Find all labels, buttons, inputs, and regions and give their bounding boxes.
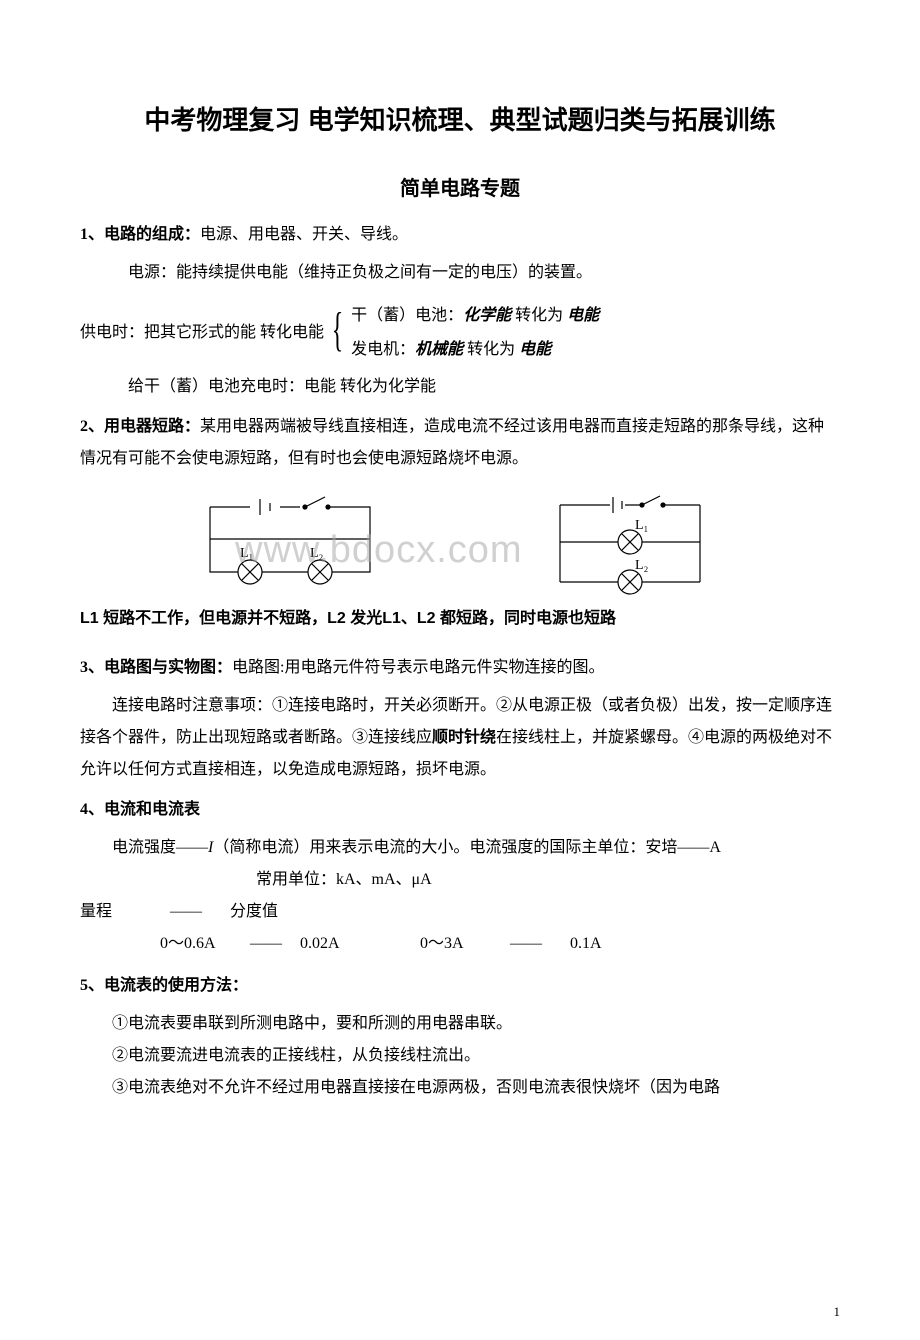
section-2-heading: 2、用电器短路：某用电器两端被导线直接相连，造成电流不经过该用电器而直接走短路的… <box>80 411 840 475</box>
section-label: 电流和电流表 <box>104 801 200 818</box>
section-num: 3、 <box>80 659 104 676</box>
sec5-i1: ①电流表要串联到所测电路中，要和所测的用电器串联。 <box>80 1008 840 1040</box>
brace-right: 干（蓄）电池：化学能 转化为 电能 发电机：机械能 转化为 电能 <box>351 301 599 359</box>
section-label: 电路图与实物图： <box>104 659 232 676</box>
sec5-i2: ②电流要流进电流表的正接线柱，从负接线柱流出。 <box>80 1040 840 1072</box>
section-num: 2、 <box>80 418 104 435</box>
lamp-label-L1: L₁ <box>635 518 648 533</box>
section-1-heading: 1、电路的组成：电源、用电器、开关、导线。 <box>80 219 840 251</box>
page-subtitle: 简单电路专题 <box>80 172 840 201</box>
section-label: 用电器短路： <box>104 418 200 435</box>
section-label: 电流表的使用方法： <box>104 977 248 994</box>
range-header: 量程 —— 分度值 <box>80 896 840 928</box>
brace-left: 供电时：把其它形式的能 转化电能 <box>80 318 324 342</box>
sec3-body: 连接电路时注意事项：①连接电路时，开关必须断开。②从电源正极（或者负极）出发，按… <box>80 690 840 786</box>
circuit-diagram-series: L₁ L₂ <box>190 487 390 597</box>
page-number: 1 <box>834 1304 841 1320</box>
range-values: 0～0.6A —— 0.02A 0～3A —— 0.1A <box>80 928 840 960</box>
section-num: 1、 <box>80 226 104 243</box>
sec5-i3: ③电流表绝对不允许不经过用电器直接接在电源两极，否则电流表很快烧坏（因为电路 <box>80 1072 840 1104</box>
sec1-line2: 电源：能持续提供电能（维持正负极之间有一定的电压）的装置。 <box>80 257 840 289</box>
circuit-diagrams: L₁ L₂ <box>80 487 840 597</box>
diagram-caption: L1 短路不工作，但电源并不短路，L2 发光L1、L2 都短路，同时电源也短路 <box>80 605 840 634</box>
section-rest: 电路图:用电路元件符号表示电路元件实物连接的图。 <box>232 659 604 676</box>
circuit-diagram-parallel: L₁ L₂ <box>530 487 730 597</box>
lamp-label-L2: L₂ <box>635 558 649 573</box>
brace-symbol: { <box>332 306 344 354</box>
sec4-line2: 常用单位：kA、mA、μA <box>80 864 840 896</box>
section-3-heading: 3、电路图与实物图：电路图:用电路元件符号表示电路元件实物连接的图。 <box>80 652 840 684</box>
section-5-heading: 5、电流表的使用方法： <box>80 970 840 1002</box>
sec4-line1: 电流强度——I（简称电流）用来表示电流的大小。电流强度的国际主单位：安培——A <box>80 832 840 864</box>
section-label: 电路的组成： <box>104 226 200 243</box>
page-title: 中考物理复习 电学知识梳理、典型试题归类与拓展训练 <box>80 100 840 137</box>
document-page: 中考物理复习 电学知识梳理、典型试题归类与拓展训练 简单电路专题 1、电路的组成… <box>0 0 920 1340</box>
brace-line-1: 干（蓄）电池：化学能 转化为 电能 <box>351 301 599 325</box>
lamp-label-L1: L₁ <box>240 546 253 561</box>
brace-block: 供电时：把其它形式的能 转化电能 { 干（蓄）电池：化学能 转化为 电能 发电机… <box>80 301 840 359</box>
section-4-heading: 4、电流和电流表 <box>80 794 840 826</box>
section-num: 4、 <box>80 801 104 818</box>
section-num: 5、 <box>80 977 104 994</box>
lamp-label-L2: L₂ <box>310 546 324 561</box>
brace-line-2: 发电机：机械能 转化为 电能 <box>351 335 599 359</box>
section-rest: 电源、用电器、开关、导线。 <box>200 226 408 243</box>
charge-line: 给干（蓄）电池充电时：电能 转化为化学能 <box>80 371 840 403</box>
